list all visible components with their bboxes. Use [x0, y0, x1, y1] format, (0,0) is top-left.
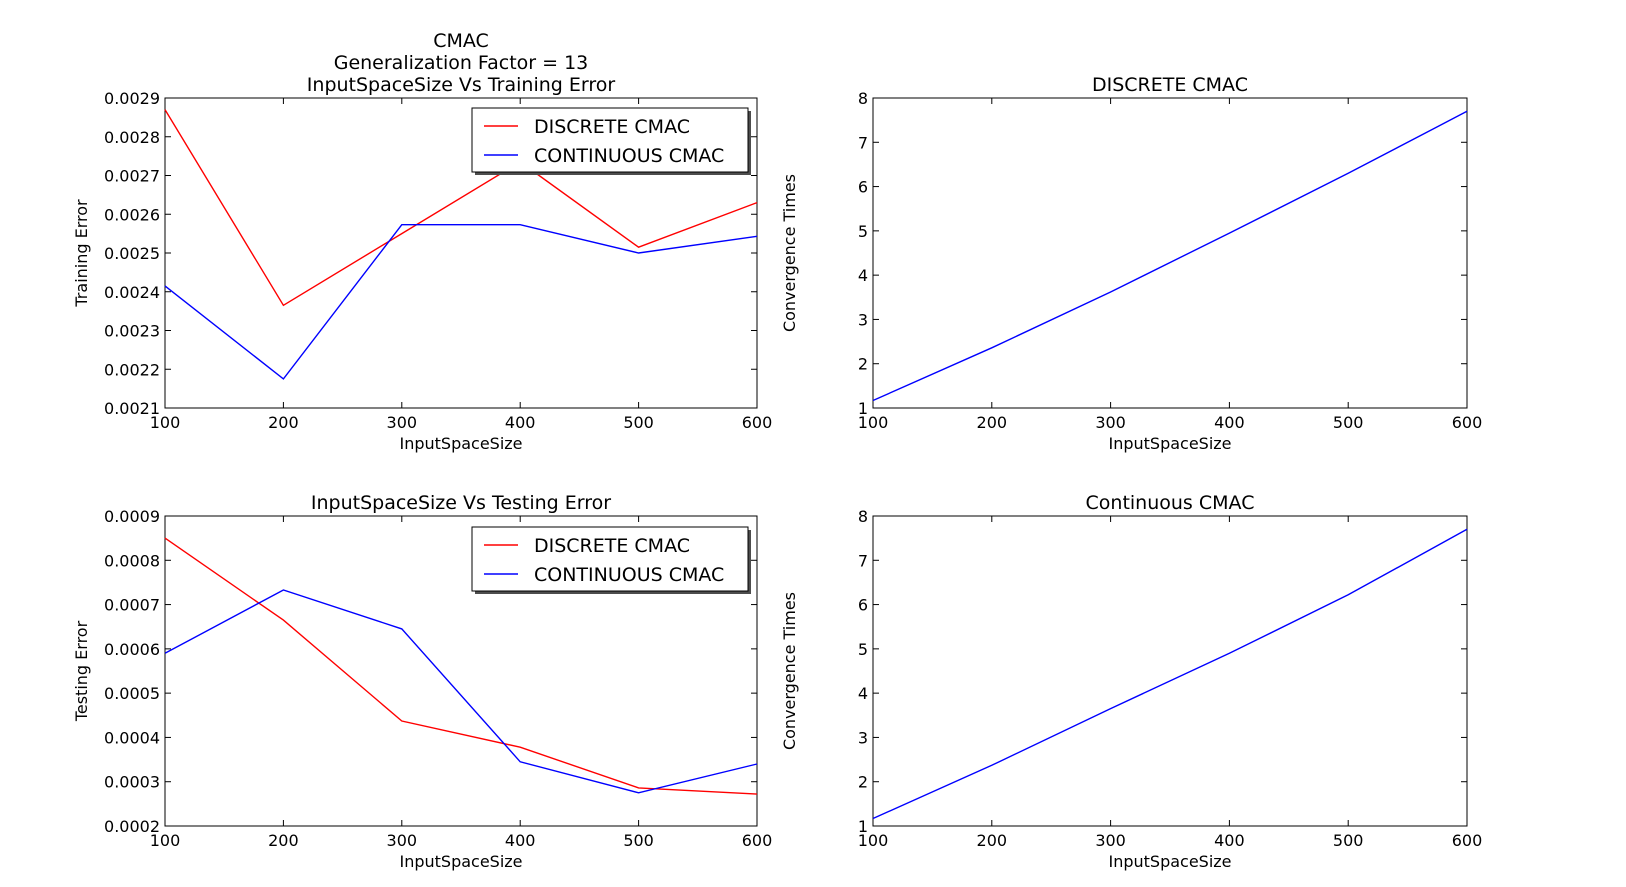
x-tick-label: 500	[1333, 413, 1364, 432]
legend-label-2: CONTINUOUS CMAC	[534, 564, 724, 586]
x-tick-label: 600	[742, 831, 773, 850]
y-tick-label: 0.0006	[104, 640, 160, 659]
y-tick-label: 6	[858, 596, 868, 615]
y-tick-label: 0.0022	[104, 360, 160, 379]
chart-1: 100 200 300 400 500 600 0.0021 0.0022 0.0023 0.00…	[72, 30, 772, 453]
y-tick-label: 4	[858, 266, 868, 285]
legend-box	[471, 526, 749, 592]
x-tick-label: 300	[1095, 831, 1126, 850]
y-tick-label: 0.0004	[104, 728, 160, 747]
y-tick-label: 1	[858, 817, 868, 836]
y-tick-label: 0.0029	[104, 89, 160, 108]
chart-title-line: DISCRETE CMAC	[1092, 74, 1248, 96]
x-tick-label: 600	[742, 413, 773, 432]
x-tick-label: 100	[150, 831, 181, 850]
legend-box	[471, 107, 749, 173]
x-tick-label: 200	[268, 413, 299, 432]
y-tick-label: 4	[858, 684, 868, 703]
x-axis-label: InputSpaceSize	[399, 434, 522, 453]
y-tick-label: 5	[858, 222, 868, 241]
series-line-2	[164, 223, 758, 380]
chart-title-line: InputSpaceSize Vs Training Error	[307, 74, 616, 96]
series-line-1	[872, 528, 1468, 820]
y-tick-label: 8	[858, 507, 868, 526]
x-tick-label: 400	[1214, 831, 1245, 850]
y-tick-label: 5	[858, 640, 868, 659]
legend-label-1: DISCRETE CMAC	[534, 535, 690, 557]
y-axis-label: Testing Error	[72, 620, 91, 722]
series-line-2	[164, 589, 758, 794]
y-tick-label: 6	[858, 178, 868, 197]
chart-title-line: Generalization Factor = 13	[334, 52, 589, 74]
y-tick-label: 0.0002	[104, 817, 160, 836]
y-axis-label: Convergence Times	[780, 174, 799, 332]
x-tick-label: 300	[387, 413, 418, 432]
x-tick-label: 300	[387, 831, 418, 850]
y-axis-label: Convergence Times	[780, 592, 799, 750]
y-tick-label: 2	[858, 355, 868, 374]
y-tick-label: 0.0021	[104, 399, 160, 418]
y-tick-label: 0.0005	[104, 684, 160, 703]
chart-title-line: Continuous CMAC	[1086, 492, 1255, 514]
y-tick-label: 1	[858, 399, 868, 418]
x-tick-label: 500	[1333, 831, 1364, 850]
x-tick-label: 100	[858, 413, 889, 432]
x-tick-label: 300	[1095, 413, 1126, 432]
x-tick-label: 600	[1452, 831, 1483, 850]
y-tick-label: 2	[858, 773, 868, 792]
y-axis-label: Training Error	[72, 199, 91, 308]
chart-title-line: CMAC	[433, 30, 489, 52]
legend-label-2: CONTINUOUS CMAC	[534, 145, 724, 167]
chart-2: 100 200 300 400 500 600 1 2 3 4 5 6 7 8 InputSpaceSize…	[780, 74, 1482, 453]
legend: DISCRETE CMAC CONTINUOUS CMAC	[471, 526, 751, 594]
y-tick-label: 3	[858, 310, 868, 329]
x-tick-label: 500	[623, 831, 654, 850]
x-tick-label: 100	[150, 413, 181, 432]
x-tick-label: 400	[505, 831, 536, 850]
x-tick-label: 200	[977, 413, 1008, 432]
legend-label-1: DISCRETE CMAC	[534, 116, 690, 138]
y-tick-label: 0.0026	[104, 205, 160, 224]
chart-3: 100 200 300 400 500 600 0.0002 0.0003 0.0004 0.00…	[72, 492, 772, 871]
y-tick-label: 7	[858, 133, 868, 152]
y-tick-label: 0.0028	[104, 128, 160, 147]
x-axis-label: InputSpaceSize	[1108, 434, 1231, 453]
x-tick-label: 500	[623, 413, 654, 432]
y-tick-label: 0.0025	[104, 244, 160, 263]
y-tick-label: 0.0003	[104, 773, 160, 792]
x-axis-label: InputSpaceSize	[1108, 852, 1231, 871]
x-tick-label: 400	[505, 413, 536, 432]
y-tick-label: 7	[858, 551, 868, 570]
y-tick-label: 0.0009	[104, 507, 160, 526]
series-line-1	[872, 110, 1468, 402]
y-tick-label: 0.0007	[104, 596, 160, 615]
x-tick-label: 400	[1214, 413, 1245, 432]
y-tick-label: 0.0023	[104, 322, 160, 341]
plot-frame	[872, 515, 1468, 827]
x-tick-label: 200	[977, 831, 1008, 850]
y-tick-label: 8	[858, 89, 868, 108]
x-axis-label: InputSpaceSize	[399, 852, 522, 871]
legend: DISCRETE CMAC CONTINUOUS CMAC	[471, 107, 751, 175]
x-tick-label: 200	[268, 831, 299, 850]
x-tick-label: 100	[858, 831, 889, 850]
x-tick-label: 600	[1452, 413, 1483, 432]
y-tick-label: 3	[858, 728, 868, 747]
y-tick-label: 0.0008	[104, 551, 160, 570]
y-tick-label: 0.0024	[104, 283, 160, 302]
y-tick-label: 0.0027	[104, 167, 160, 186]
chart-title-line: InputSpaceSize Vs Testing Error	[311, 492, 611, 514]
chart-4: 100 200 300 400 500 600 1 2 3 4 5 6 7 8 InputSpaceSize…	[780, 492, 1482, 871]
series-line-1	[164, 109, 758, 307]
series-line-1	[164, 537, 758, 795]
